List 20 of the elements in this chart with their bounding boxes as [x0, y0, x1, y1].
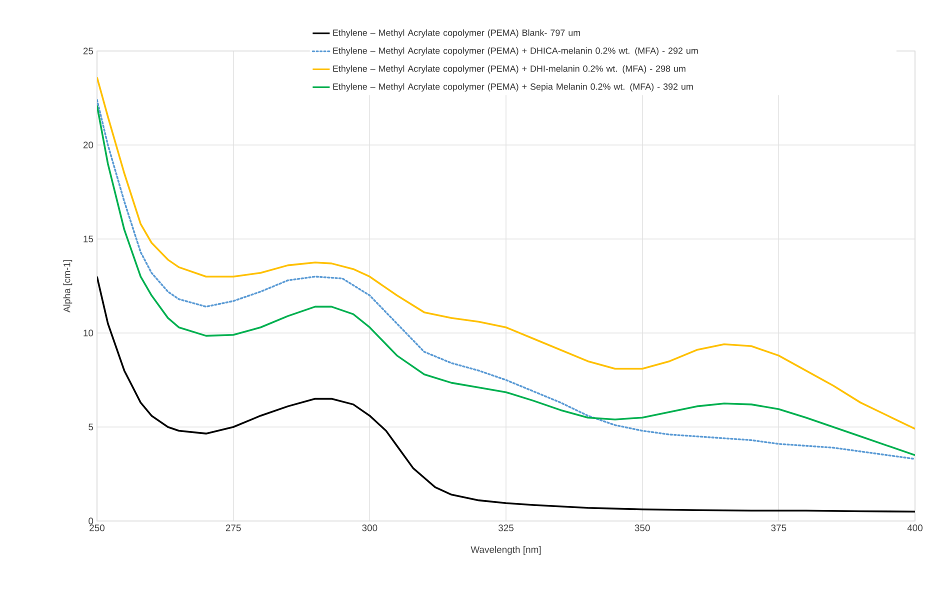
x-axis-title: Wavelength [nm]: [470, 546, 541, 555]
x-tick-label: 375: [771, 524, 786, 532]
y-axis-title: Alpha [cm-1]: [63, 260, 72, 313]
legend-label: Ethylene – Methyl Acrylate copolymer (PEMA) + DHI-melanin 0.2% wt. (MFA) - 298 um: [333, 65, 686, 74]
legend-label: Ethylene – Methyl Acrylate copolymer (PEMA) + Sepia Melanin 0.2% wt. (MFA) - 392 um: [333, 83, 693, 92]
y-tick-label: 25: [83, 48, 94, 54]
x-tick-label: 300: [362, 524, 378, 532]
x-tick-label: 350: [634, 524, 650, 532]
y-tick-label: 5: [88, 424, 94, 430]
y-tick-label: 15: [84, 236, 94, 242]
y-tick-label: 0: [88, 518, 94, 524]
x-tick-label: 275: [226, 524, 241, 532]
legend-label: Ethylene – Methyl Acrylate copolymer (PEMA) Blank- 797 um: [333, 29, 580, 38]
x-tick-label: 250: [90, 524, 105, 532]
y-tick-label: 10: [84, 330, 94, 336]
y-tick-label: 20: [83, 142, 94, 148]
legend-label: Ethylene – Methyl Acrylate copolymer (PEMA) + DHICA-melanin 0.2% wt. (MFA) - 292 um: [333, 47, 698, 56]
x-tick-label: 400: [907, 524, 923, 532]
x-tick-label: 325: [498, 524, 514, 532]
line-series: [97, 276, 916, 512]
